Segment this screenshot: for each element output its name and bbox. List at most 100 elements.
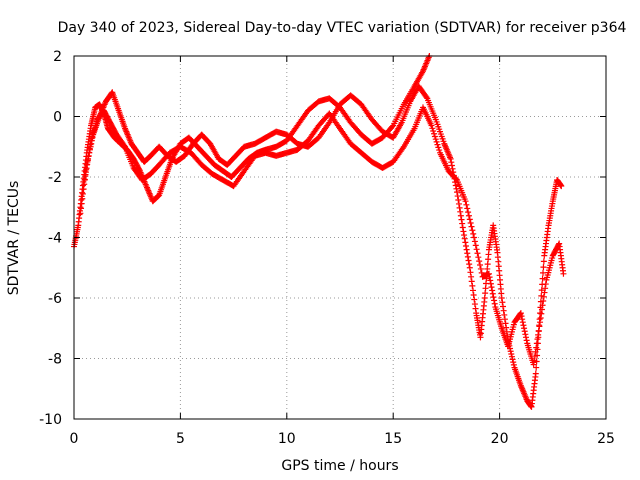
data-point: [136, 166, 143, 173]
data-point: [491, 300, 498, 307]
data-point: [475, 254, 482, 261]
data-point: [500, 307, 507, 314]
x-tick-label: 10: [278, 431, 296, 447]
data-point: [542, 281, 549, 288]
data-point: [537, 310, 544, 317]
data-point: [508, 350, 515, 357]
data-point: [558, 183, 565, 190]
data-point: [537, 319, 544, 326]
x-axis-title: GPS time / hours: [281, 458, 398, 474]
data-point: [82, 169, 89, 176]
data-point: [540, 298, 547, 305]
data-point: [522, 331, 529, 338]
data-point: [533, 340, 540, 347]
data-point: [465, 209, 472, 216]
data-point: [541, 289, 548, 296]
data-point: [466, 261, 473, 268]
data-point: [540, 269, 547, 276]
x-tick-label: 0: [70, 431, 79, 447]
data-point: [535, 331, 542, 338]
data-point: [452, 182, 459, 189]
data-point: [78, 205, 85, 212]
data-point: [456, 204, 463, 211]
data-point: [454, 193, 461, 200]
data-point: [86, 145, 93, 152]
data-point: [538, 310, 545, 317]
data-point: [510, 361, 517, 368]
data-point: [503, 324, 510, 331]
data-point: [518, 313, 525, 320]
data-point: [539, 275, 546, 282]
data-point: [486, 274, 493, 281]
data-point: [389, 123, 396, 130]
data-point: [471, 301, 478, 308]
data-point: [542, 285, 549, 292]
data-point: [78, 200, 85, 207]
data-point: [462, 239, 469, 246]
data-point: [473, 246, 480, 253]
data-point: [533, 344, 540, 351]
data-point: [491, 297, 498, 304]
y-axis-title: SDTVAR / TECUs: [6, 181, 22, 296]
data-point: [523, 337, 530, 344]
data-point: [154, 193, 161, 200]
data-point: [463, 246, 470, 253]
data-point: [467, 219, 474, 226]
data-point: [502, 320, 509, 327]
data-point: [434, 141, 441, 148]
data-point: [448, 159, 455, 166]
chart-title: Day 340 of 2023, Sidereal Day-to-day VTE…: [58, 20, 627, 36]
data-point: [463, 201, 470, 208]
data-point: [468, 273, 475, 280]
data-point: [465, 212, 472, 219]
data-point: [462, 242, 469, 249]
data-point: [540, 293, 547, 300]
data-point: [464, 253, 471, 260]
data-point: [431, 130, 438, 137]
data-point: [520, 322, 527, 329]
data-point: [455, 196, 462, 203]
data-point: [498, 295, 505, 301]
data-point: [477, 262, 484, 269]
data-point: [85, 153, 92, 160]
data-point: [459, 220, 466, 227]
data-point: [499, 299, 506, 306]
data-point: [80, 186, 87, 193]
data-point: [470, 291, 477, 298]
series-track-c: [81, 104, 567, 368]
data-point: [467, 269, 474, 276]
data-point: [423, 94, 430, 101]
data-point: [536, 323, 543, 330]
data-point: [79, 190, 86, 197]
data-point: [77, 210, 84, 217]
series-track-b: [77, 83, 565, 410]
data-point: [539, 302, 546, 309]
data-point: [531, 357, 538, 364]
data-point: [508, 353, 515, 360]
data-point: [428, 122, 435, 129]
data-point: [533, 364, 540, 371]
data-point: [465, 257, 472, 264]
data-point: [453, 176, 460, 183]
data-point: [81, 177, 88, 184]
data-point: [448, 162, 455, 169]
data-point: [489, 290, 496, 297]
data-point: [535, 327, 542, 334]
data-point: [461, 232, 468, 239]
y-tick-label: 0: [53, 110, 62, 126]
axis-ticks: 0 5 10 15 20 25 -10 -8 -6 -4 -2 0 2: [39, 49, 615, 447]
data-point: [469, 282, 476, 289]
data-point: [487, 277, 494, 284]
data-point: [430, 128, 437, 135]
data-point: [509, 356, 516, 363]
data-point: [472, 305, 479, 312]
data-point: [530, 361, 537, 368]
data-point: [522, 334, 529, 341]
data-point: [466, 264, 473, 271]
data-point: [540, 264, 547, 271]
y-tick-label: 2: [53, 49, 62, 65]
data-point: [429, 125, 436, 132]
data-point: [454, 189, 461, 196]
data-point: [121, 142, 128, 149]
